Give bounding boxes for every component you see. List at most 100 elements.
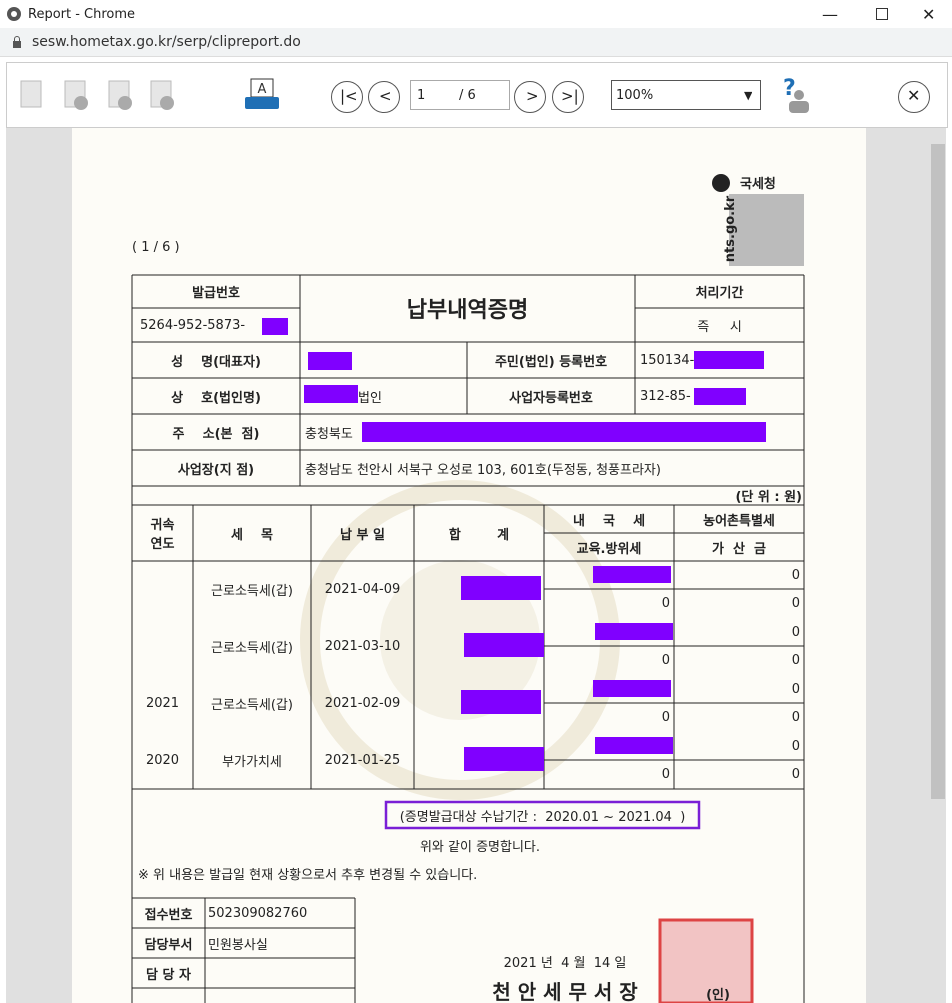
cell-text: 2020 — [145, 753, 180, 768]
minimize[interactable]: — — [822, 4, 838, 24]
unit: (단 위 : 원) — [735, 490, 802, 505]
window-title: Report - Chrome — [28, 6, 136, 22]
redaction — [694, 351, 764, 369]
cell-text: 0 — [661, 596, 670, 611]
doc-title: 납부내역증명 — [406, 298, 529, 323]
cell-text: 2021-02-09 — [324, 696, 401, 711]
close-viewer[interactable]: ✕ — [898, 81, 930, 113]
cell-text: 150134- — [640, 352, 695, 368]
cell-text: 세 목 — [230, 527, 274, 543]
cell-text: 주민(법인) 등록번호 — [494, 354, 608, 370]
cell-text: 2021-04-09 — [324, 582, 401, 597]
cell-text: 귀속 연도 — [150, 518, 175, 552]
cell-text: 2021-03-10 — [324, 639, 401, 654]
cell-text: 사업장(지 점) — [177, 462, 255, 478]
cell-text: 0 — [791, 681, 800, 697]
redaction — [262, 318, 288, 335]
redaction — [362, 422, 766, 442]
cell-text: 2021 — [145, 696, 180, 711]
redaction — [461, 576, 541, 600]
redaction — [464, 633, 544, 657]
chrome-icon — [7, 7, 21, 21]
maximize[interactable] — [876, 8, 888, 20]
cell-text: 법인 — [358, 390, 382, 406]
period-note: (증명발급대상 수납기간 : 2020.01 ~ 2021.04 ) — [399, 809, 686, 825]
cell-text: 0 — [791, 710, 800, 725]
redaction — [461, 690, 541, 714]
scrollbar[interactable] — [931, 144, 945, 799]
page-input-box[interactable]: 1 / 6 — [410, 80, 510, 110]
redaction — [593, 680, 671, 697]
issuer: 천 안 세 무 서 장 — [492, 980, 638, 1003]
last-page[interactable]: >| — [552, 81, 584, 113]
page-total: / 6 — [459, 87, 476, 103]
cell-text: 0 — [791, 767, 800, 782]
print-button[interactable]: A — [243, 77, 283, 113]
cell-text: 농어촌특별세 — [703, 513, 775, 529]
redaction — [304, 385, 358, 403]
cell-text: 충청남도 천안시 서북구 오성로 103, 601호(두정동, 청풍프라자) — [305, 462, 661, 478]
help-button[interactable]: ? — [773, 75, 813, 115]
cell-text: 근로소득세(갑) — [211, 584, 293, 599]
cell-text: 합 계 — [448, 527, 510, 543]
cell-text: 사업자등록번호 — [509, 390, 593, 406]
redaction — [694, 388, 746, 405]
redaction — [595, 737, 673, 754]
cell-text: 0 — [661, 767, 670, 782]
cell-text: 0 — [791, 738, 800, 754]
agency: 국세청 — [740, 176, 776, 192]
first-page[interactable]: |< — [331, 81, 363, 113]
next-page[interactable]: > — [514, 81, 546, 113]
page-input[interactable]: 1 — [417, 87, 426, 103]
cell-text: 납 부 일 — [340, 527, 385, 543]
cell-text: 즉 시 — [697, 319, 742, 335]
address-bar: sesw.hometax.go.kr/serp/clipreport.do — [0, 28, 952, 57]
prev-page[interactable]: < — [368, 81, 400, 113]
page-indicator: ( 1 / 6 ) — [132, 239, 180, 255]
cell-text: 0 — [791, 567, 800, 583]
seal: (인) — [706, 987, 730, 1003]
close-window[interactable]: ✕ — [922, 4, 936, 24]
redaction — [593, 566, 671, 583]
cell-text: 교육.방위세 — [576, 541, 642, 557]
cell-text: 근로소득세(갑) — [211, 698, 293, 713]
cell-text: 0 — [791, 596, 800, 611]
cell-text: 502309082760 — [208, 905, 308, 921]
cell-text: 충청북도 — [305, 426, 353, 442]
cell-text: 발급번호 — [192, 286, 240, 301]
title-bar: Report - Chrome — ✕ — [0, 0, 952, 28]
export-icons — [20, 80, 174, 110]
cell-text: 가 산 금 — [712, 541, 766, 557]
zoom-value: 100% — [616, 87, 654, 103]
redaction — [308, 352, 352, 370]
cell-text: 성 명(대표자) — [171, 354, 261, 370]
cell-text: 0 — [661, 653, 670, 668]
cell-text: 담 당 자 — [146, 967, 191, 983]
cell-text: 주 소(본 점) — [172, 426, 260, 442]
zoom-select[interactable]: 100% ▼ — [611, 80, 761, 110]
cell-text: 접수번호 — [144, 907, 193, 923]
domain: nts.go.kr — [722, 195, 738, 263]
cell-text: 312-85- — [640, 388, 691, 404]
cell-text: 민원봉사실 — [208, 937, 268, 953]
cell-text: 2021-01-25 — [324, 753, 401, 768]
cell-text: 근로소득세(갑) — [211, 641, 293, 656]
cell-text: 상 호(법인명) — [171, 390, 261, 406]
url[interactable]: sesw.hometax.go.kr/serp/clipreport.do — [32, 34, 301, 50]
svg-text:A: A — [258, 82, 267, 97]
notice: ※ 위 내용은 발급일 현재 상황으로서 추후 변경될 수 있습니다. — [138, 867, 478, 883]
cell-text: 0 — [791, 653, 800, 668]
certify: 위와 같이 증명합니다. — [419, 839, 541, 855]
issue-date: 2021 년 4 월 14 일 — [503, 955, 627, 971]
cell-text: 담당부서 — [144, 937, 193, 953]
cell-text: 내 국 세 — [572, 513, 646, 529]
cell-text: 0 — [661, 710, 670, 725]
cell-text: 5264-952-5873- — [140, 317, 246, 333]
lock-icon — [13, 36, 21, 48]
toolbar: A |< < 1 / 6 > >| 100% ▼ ? ✕ — [6, 62, 948, 128]
svg-text:?: ? — [783, 76, 796, 101]
cell-text: 부가가치세 — [222, 755, 282, 770]
